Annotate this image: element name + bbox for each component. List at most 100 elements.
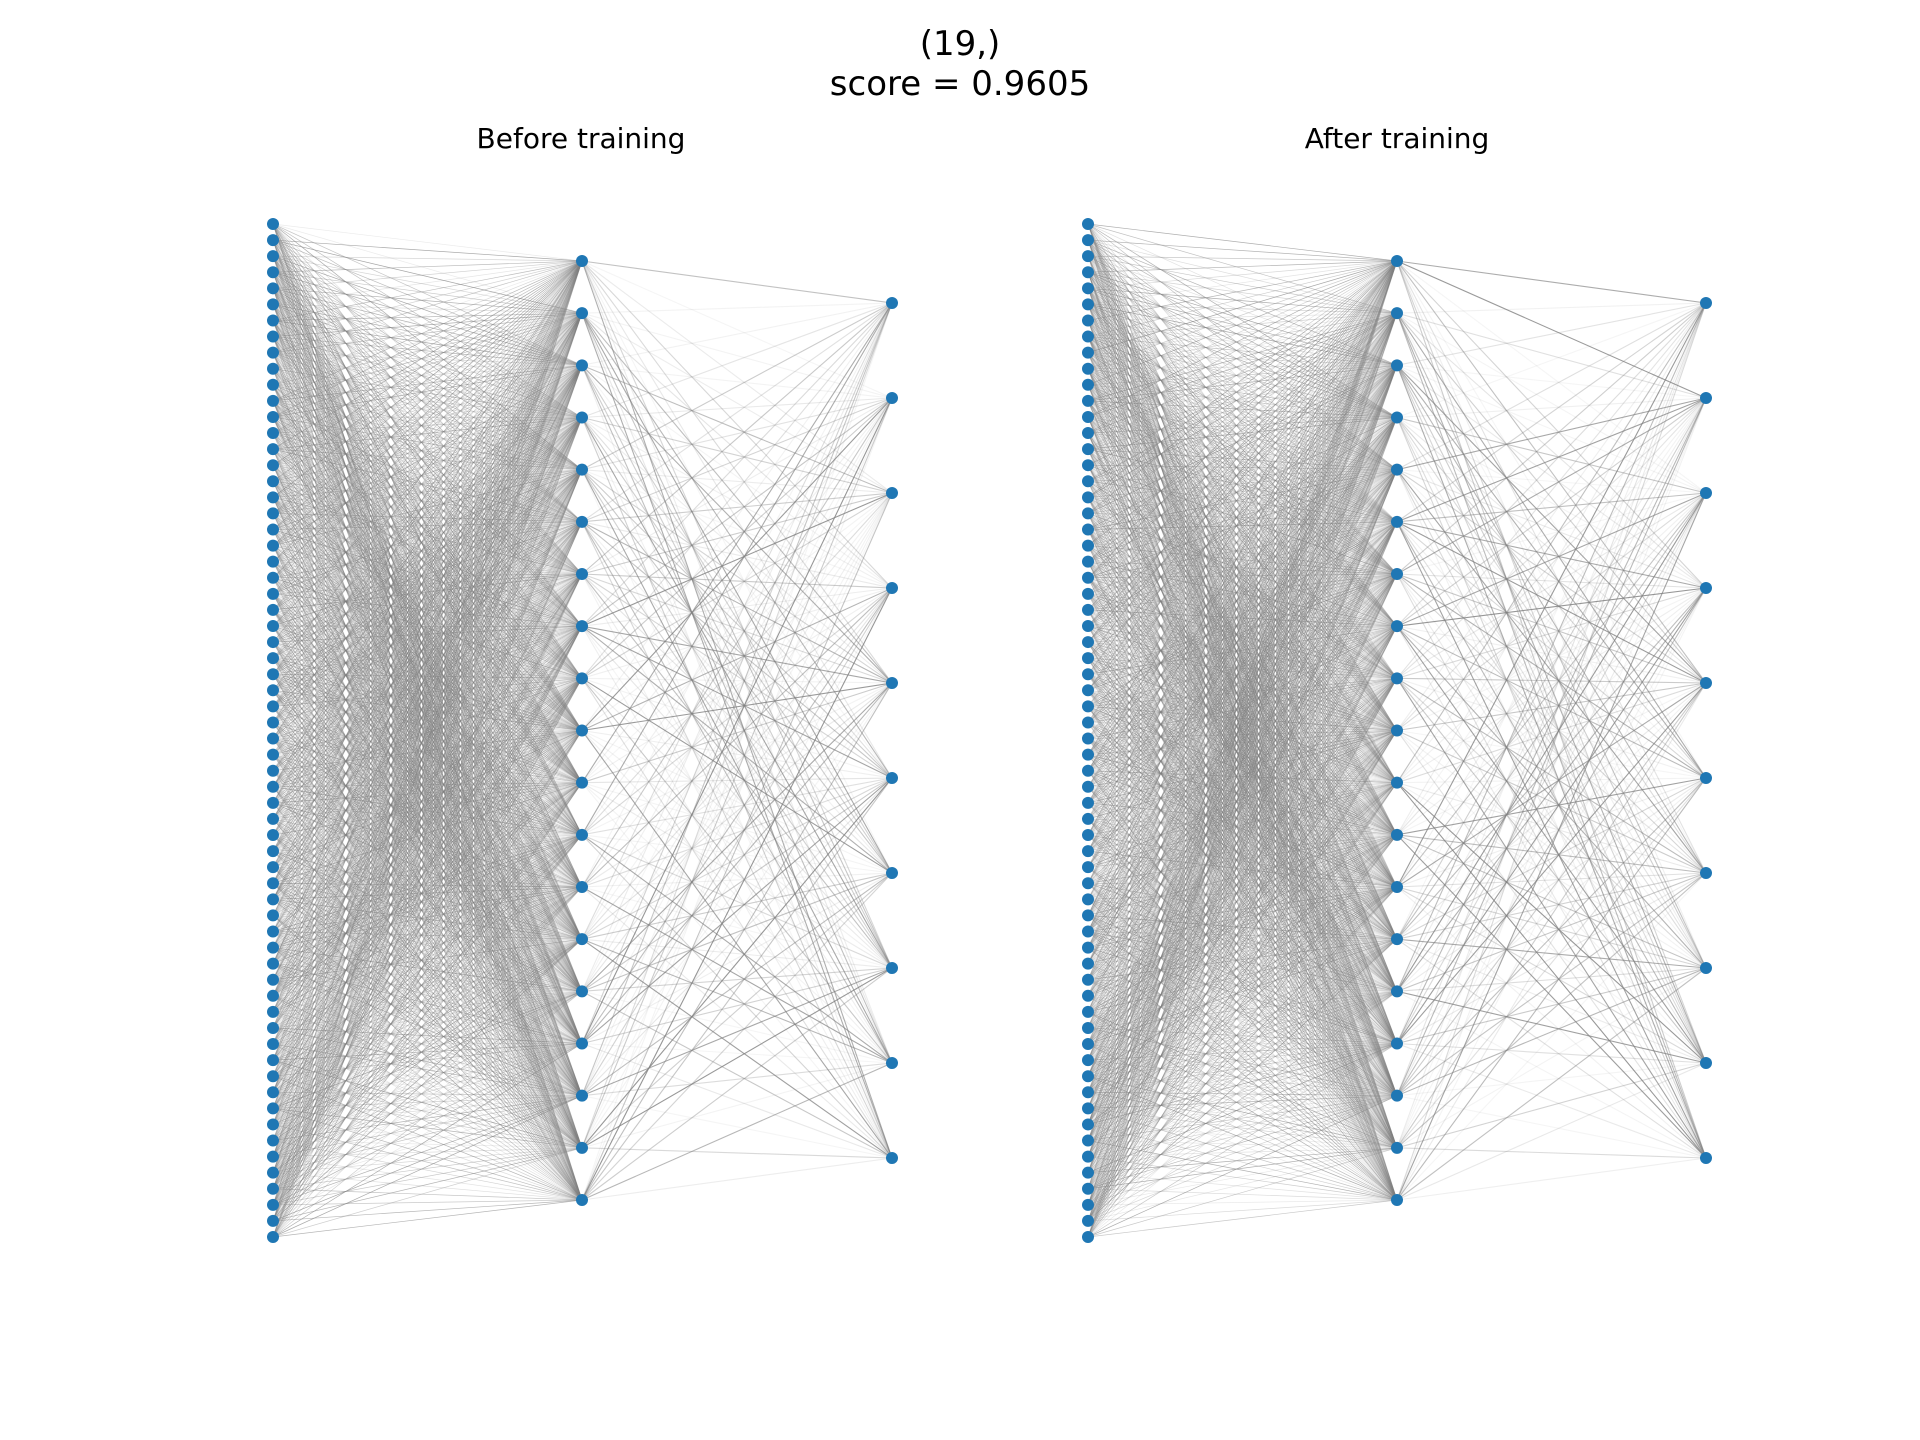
- edge: [1087, 336, 1398, 366]
- edge: [1087, 432, 1398, 888]
- edge: [272, 365, 583, 723]
- edge: [272, 255, 583, 627]
- edge: [272, 469, 583, 563]
- edge: [1087, 313, 1398, 948]
- edge: [1396, 302, 1707, 366]
- edge: [272, 313, 583, 948]
- neuron-node-layer-2: [1700, 487, 1712, 499]
- edge: [272, 738, 583, 940]
- edge: [272, 573, 583, 932]
- edge: [272, 304, 583, 940]
- edge: [272, 365, 583, 691]
- edge: [272, 991, 583, 1222]
- edge: [272, 834, 583, 1238]
- edge: [1087, 963, 1398, 1096]
- edge: [1396, 302, 1707, 1201]
- edge: [1087, 260, 1398, 1238]
- edge: [272, 365, 583, 1013]
- edge: [272, 312, 583, 353]
- edge: [272, 850, 583, 1096]
- edge: [272, 521, 583, 1238]
- edge: [272, 593, 583, 783]
- edge: [1396, 416, 1707, 494]
- edge: [1396, 777, 1707, 784]
- edge: [1087, 782, 1398, 1029]
- edge: [1087, 255, 1398, 731]
- edge: [581, 967, 893, 1149]
- edge: [1087, 336, 1398, 731]
- edge: [1087, 469, 1398, 1205]
- edge: [1396, 1042, 1707, 1064]
- edge: [272, 313, 583, 1093]
- edge: [1087, 239, 1398, 418]
- neuron-node-layer-0: [267, 346, 279, 359]
- edge: [272, 260, 583, 1173]
- edge: [272, 312, 583, 386]
- edge: [1087, 239, 1398, 835]
- edge: [581, 782, 893, 874]
- edge: [272, 260, 583, 402]
- edge: [272, 938, 583, 1222]
- edge: [1087, 573, 1398, 852]
- edge: [272, 1043, 583, 1093]
- neuron-node-layer-0: [1082, 925, 1094, 938]
- edge: [272, 1027, 583, 1097]
- edge: [1087, 521, 1398, 611]
- edge: [581, 677, 893, 779]
- edge: [272, 625, 583, 1013]
- edge: [272, 260, 583, 418]
- edge: [1396, 492, 1707, 992]
- edge: [1087, 899, 1398, 1201]
- neuron-node-layer-2: [1700, 677, 1712, 689]
- edge: [1396, 302, 1707, 992]
- edge: [272, 469, 583, 1205]
- edge: [1087, 786, 1398, 836]
- edge: [1396, 312, 1707, 969]
- edge: [581, 302, 893, 1149]
- edge: [272, 782, 583, 1238]
- edge: [1087, 432, 1398, 575]
- neuron-node-layer-0: [1082, 218, 1094, 230]
- edge: [1396, 573, 1707, 969]
- edge: [1087, 288, 1398, 992]
- edge: [1087, 384, 1398, 783]
- edge: [1396, 587, 1707, 1044]
- edge: [1396, 302, 1707, 940]
- edge: [1087, 260, 1398, 707]
- edge: [272, 625, 583, 820]
- edge: [272, 255, 583, 366]
- edge: [272, 573, 583, 1157]
- edge: [581, 417, 893, 779]
- edge: [1087, 260, 1398, 450]
- neuron-node-layer-0: [267, 973, 279, 986]
- edge: [272, 417, 583, 514]
- edge: [1087, 368, 1398, 888]
- edge: [1396, 302, 1707, 836]
- edge: [1396, 492, 1707, 1044]
- edge: [272, 352, 583, 418]
- edge: [1087, 1095, 1398, 1109]
- edge: [272, 260, 583, 820]
- edge: [1396, 1095, 1707, 1159]
- edge: [1087, 802, 1398, 836]
- edge: [272, 320, 583, 940]
- edge: [272, 260, 583, 482]
- edge: [1087, 1147, 1398, 1222]
- edge: [272, 260, 583, 386]
- edge: [272, 255, 583, 575]
- neuron-node-layer-0: [267, 1214, 279, 1227]
- edge: [272, 364, 583, 386]
- edge: [1396, 492, 1707, 888]
- edge: [581, 782, 893, 1064]
- edge: [1087, 938, 1398, 1238]
- edge: [1087, 312, 1398, 337]
- edge: [272, 260, 583, 948]
- edge: [272, 573, 583, 820]
- edge: [272, 834, 583, 852]
- edge: [272, 469, 583, 1189]
- edge: [1087, 448, 1398, 731]
- edge: [272, 1095, 583, 1109]
- edge: [1087, 304, 1398, 314]
- neuron-node-layer-2: [886, 487, 898, 499]
- edge: [272, 1043, 583, 1125]
